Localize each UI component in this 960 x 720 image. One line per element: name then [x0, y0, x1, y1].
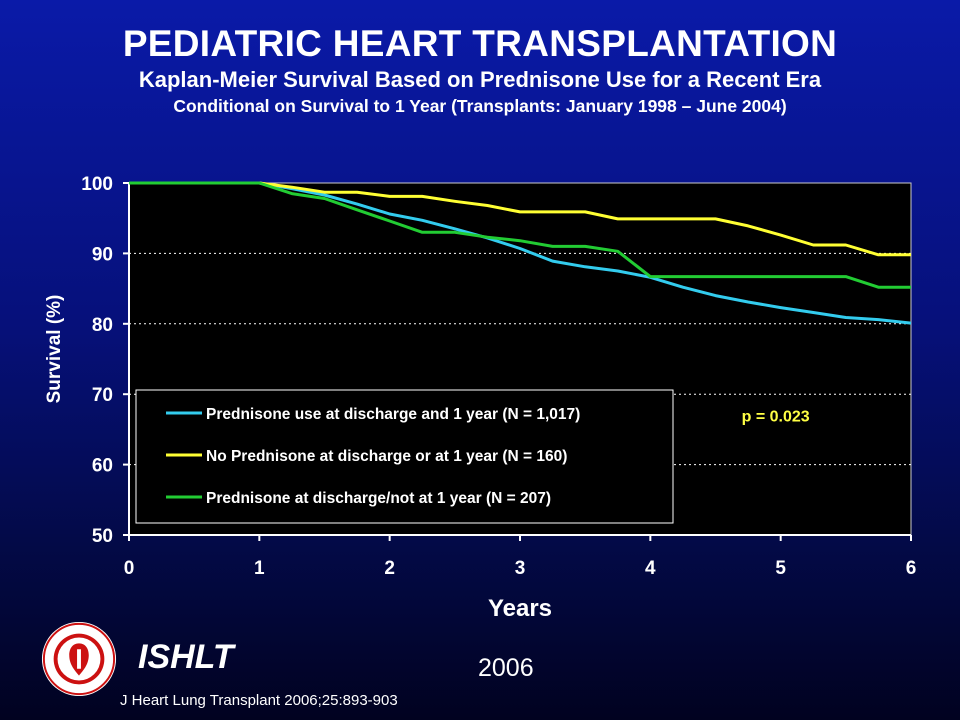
- page-title: PEDIATRIC HEART TRANSPLANTATION: [122, 23, 838, 64]
- legend-label: Prednisone use at discharge and 1 year (…: [206, 406, 580, 423]
- page-subtitle: Kaplan-Meier Survival Based on Prednison…: [138, 67, 822, 92]
- x-tick-label: 5: [775, 558, 786, 579]
- x-tick-label: 2: [384, 558, 395, 579]
- x-tick-label: 1: [254, 558, 265, 579]
- legend-box: [135, 389, 674, 524]
- series-line: [129, 181, 912, 325]
- x-axis-label: Years: [488, 595, 552, 622]
- y-tick-label: 50: [92, 526, 113, 547]
- legend-label: Prednisone at discharge/not at 1 year (N…: [206, 490, 551, 507]
- x-tick-label: 4: [645, 558, 656, 579]
- y-tick-label: 60: [92, 456, 113, 477]
- series-line: [129, 181, 911, 289]
- y-tick-label: 80: [92, 315, 113, 336]
- x-tick-label: 6: [906, 558, 917, 579]
- x-tick-label: 0: [124, 558, 135, 579]
- y-tick-label: 70: [92, 385, 113, 406]
- y-axis-label: Survival (%): [44, 295, 65, 404]
- citation: J Heart Lung Transplant 2006;25:893-903: [120, 692, 398, 709]
- ishlt-logo-icon: [41, 621, 117, 697]
- page-subtitle-2: Conditional on Survival to 1 Year (Trans…: [173, 96, 787, 116]
- p-value-annotation: p = 0.023: [742, 408, 810, 425]
- series-line: [129, 181, 911, 257]
- legend-label: No Prednisone at discharge or at 1 year …: [206, 448, 567, 465]
- y-tick-label: 90: [92, 244, 113, 265]
- organization-label: ISHLT: [138, 638, 234, 676]
- x-tick-label: 3: [515, 558, 526, 579]
- year-label: 2006: [478, 654, 534, 682]
- y-tick-label: 100: [81, 174, 113, 195]
- title-block: PEDIATRIC HEART TRANSPLANTATION Kaplan-M…: [0, 22, 960, 118]
